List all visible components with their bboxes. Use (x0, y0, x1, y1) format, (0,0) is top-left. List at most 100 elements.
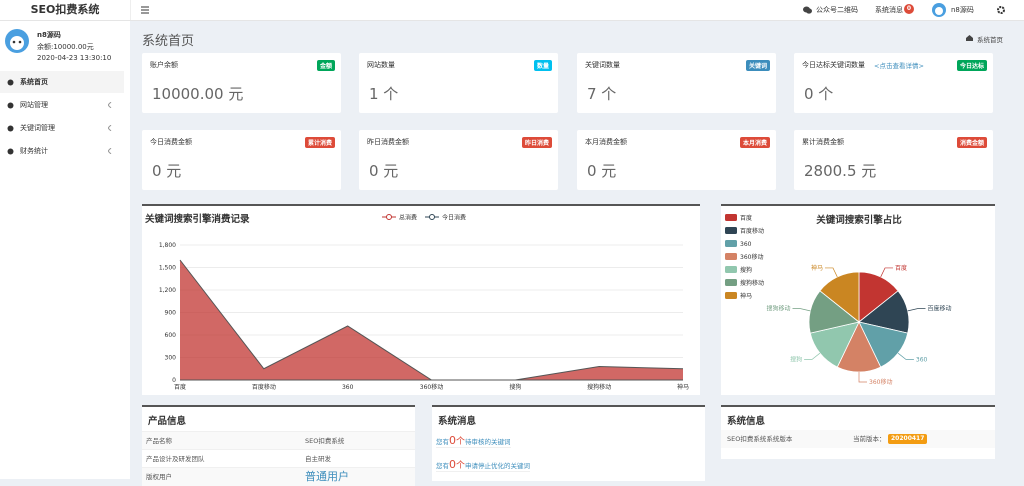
table-row: 产品名称 SEO扣费系统 (142, 431, 415, 450)
menu-item[interactable]: 系统首页 (0, 71, 124, 93)
y-tick-label: 900 (165, 310, 177, 317)
cell-label: 产品设计及研发团队 (146, 455, 205, 463)
version-badge: 20200417 (888, 434, 928, 444)
menu-label: 网站管理 (20, 101, 48, 109)
card-value: 10000.00 元 (152, 85, 244, 103)
notice-item[interactable]: 您有0个待审核的关键词 (436, 434, 511, 448)
menu-label: 系统首页 (20, 78, 48, 86)
area-fill (180, 260, 683, 380)
menu-icon (7, 148, 14, 155)
stat-card: 网站数量 数量 1 个 (359, 53, 558, 113)
y-tick-label: 1,800 (159, 242, 176, 249)
brand[interactable]: SEO扣费系统 (0, 0, 131, 20)
label-line (880, 267, 894, 278)
x-tick-label: 神马 (677, 383, 689, 391)
cell-label: 版权用户 (146, 473, 172, 481)
stat-card: 本月消费金额 本月消费 0 元 (577, 130, 776, 190)
icon-shape (7, 79, 14, 86)
legend-label: 搜狗 (740, 266, 752, 274)
user-name[interactable]: n8源码 (951, 6, 974, 14)
legend-swatch (725, 253, 737, 260)
top-bar: SEO扣费系统 公众号二维码 系统消息 0 n8源码 (0, 0, 1024, 21)
legend-label: 今日消费 (442, 214, 466, 222)
slice-label: 360移动 (869, 378, 892, 386)
sidebar: n8源码 余额:10000.00元 2020-04-23 13:30:10 系统… (0, 21, 130, 479)
stat-card: 今日消费金额 累计消费 0 元 (142, 130, 341, 190)
card-value: 1 个 (369, 85, 399, 103)
x-tick-label: 搜狗移动 (587, 383, 611, 391)
card-badge: 金额 (316, 60, 335, 71)
label-line (897, 352, 914, 360)
notice-count: 0 (449, 458, 456, 471)
messages-link[interactable]: 系统消息 (875, 6, 903, 14)
x-tick-label: 百度移动 (252, 383, 276, 391)
card-badge: 消费金额 (956, 137, 987, 148)
chevron (108, 102, 112, 108)
chevron (108, 125, 112, 131)
legend-label: 总消费 (399, 214, 417, 222)
notice-text: 待审核的关键词 (465, 438, 511, 446)
card-link[interactable]: <点击查看详情> (874, 62, 924, 70)
profile-balance: 余额:10000.00元 (37, 43, 94, 51)
cell-value: 自主研发 (305, 455, 331, 463)
menu-item[interactable]: 关键词管理 (0, 117, 124, 139)
card-badge: 数量 (533, 60, 552, 71)
stat-card: 账户余额 金额 10000.00 元 (142, 53, 341, 113)
legend-swatch (725, 227, 737, 234)
message-badge: 0 (904, 4, 914, 14)
label-line (824, 267, 838, 278)
wechat-link[interactable]: 公众号二维码 (816, 6, 858, 14)
card-badge: 本月消费 (739, 137, 770, 148)
stat-card: 累计消费金额 消费金额 2800.5 元 (794, 130, 993, 190)
legend-label: 神马 (740, 292, 752, 300)
menu-toggle[interactable] (141, 6, 149, 14)
menu-item[interactable]: 财务统计 (0, 140, 124, 162)
line-chart-panel: 关键词搜索引擎消费记录 总消费 今日消费 0 300 600 900 1,200 1,500 1,… (142, 204, 700, 395)
card-title: 昨日消费金额 (367, 138, 409, 146)
current-label: 当前版本： (853, 435, 886, 443)
label-line (792, 308, 811, 312)
card-title: 账户余额 (150, 61, 178, 69)
breadcrumb[interactable]: 系统首页 (977, 36, 1003, 44)
chevron-shape (108, 148, 112, 154)
slice-label: 搜狗 (790, 355, 802, 363)
menu-item[interactable]: 网站管理 (0, 94, 124, 116)
legend-swatch (725, 279, 737, 286)
card-badge: 今日达标 (956, 60, 987, 71)
cell-value: SEO扣费系统 (305, 437, 345, 445)
page-title: 系统首页 (142, 34, 195, 49)
y-tick-label: 0 (172, 377, 176, 384)
chevron (108, 148, 112, 154)
menu-icon (7, 125, 14, 132)
legend-marker (429, 214, 435, 220)
notice-prefix: 您有 (436, 462, 449, 470)
card-badge: 关键词 (745, 60, 770, 71)
label-line (907, 308, 926, 312)
sysinfo-row: SEO扣费系统系统版本 当前版本： 20200417 (721, 430, 995, 448)
panel-title: 产品信息 (148, 416, 187, 427)
x-tick-label: 360移动 (420, 383, 443, 391)
y-tick-label: 600 (165, 332, 177, 339)
notice-text: 申请停止优化的关键词 (465, 462, 531, 470)
pie-chart-panel: 关键词搜索引擎占比 百度 百度移动 360 360移动 搜狗 搜狗移动 神马 百度 百度移动 360… (721, 204, 995, 395)
card-badge: 昨日消费 (521, 137, 552, 148)
legend-swatch (725, 240, 737, 247)
card-value: 0 元 (152, 162, 182, 180)
chevron-shape (108, 125, 112, 131)
sysinfo-panel: 系统信息 SEO扣费系统系统版本 当前版本： 20200417 (721, 405, 995, 459)
icon-shape (7, 148, 14, 155)
chevron-shape (108, 102, 112, 108)
pie-chart: 关键词搜索引擎占比百度百度移动360360移动搜狗搜狗移动神马百度百度移动360… (725, 214, 952, 386)
menu-icon (7, 79, 14, 86)
card-value: 0 元 (587, 162, 617, 180)
notice-item[interactable]: 您有0个申请停止优化的关键词 (436, 458, 531, 472)
card-title: 网站数量 (367, 61, 395, 69)
settings-icon[interactable] (997, 6, 1005, 14)
y-tick-label: 1,200 (159, 287, 176, 294)
notice-prefix: 您有 (436, 438, 449, 446)
card-value: 2800.5 元 (804, 162, 877, 180)
chart-title: 关键词搜索引擎占比 (816, 214, 902, 226)
x-tick-label: 百度 (174, 383, 186, 391)
stat-card: 昨日消费金额 昨日消费 0 元 (359, 130, 558, 190)
